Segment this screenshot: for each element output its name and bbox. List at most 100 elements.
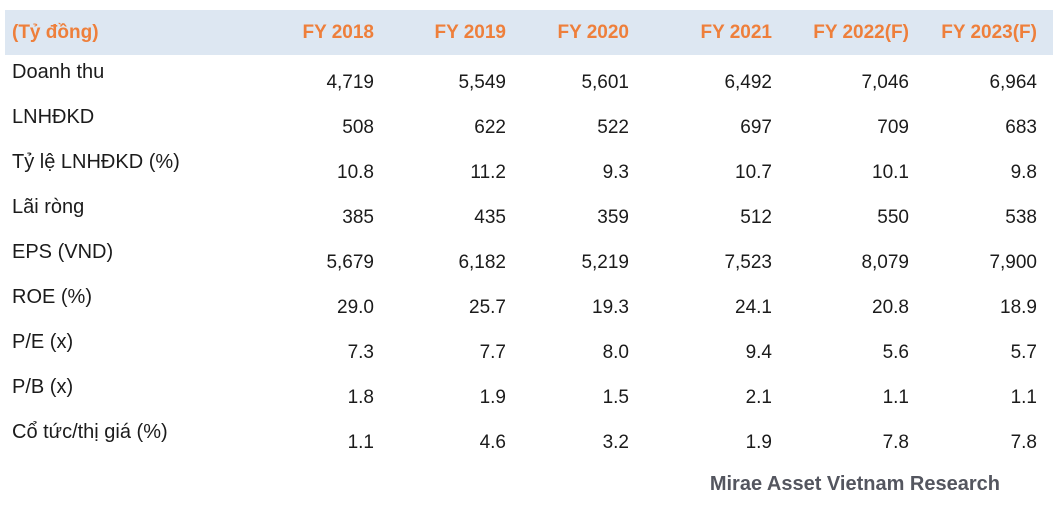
value-cell: 1.9 [645,415,788,460]
value-cell: 7.8 [788,415,925,460]
row-label-text: EPS (VND) [12,241,114,263]
row-label-text: LNHĐKD [12,106,95,128]
value-cell: 512 [645,190,788,235]
value-cell: 24.1 [645,280,788,325]
value-cell: 4.6 [390,415,522,460]
value-cell: 385 [265,190,390,235]
column-header-label: FY 2022(F) [813,21,909,43]
column-header-fy2018: FY 2018 [265,10,390,55]
column-header-label: FY 2020 [557,21,629,43]
value-text: 1.1 [882,386,909,408]
value-text: 6,964 [989,71,1037,93]
value-text: 29.0 [337,296,374,318]
row-label: EPS (VND) [5,235,265,280]
value-cell: 7,900 [925,235,1053,280]
table-row: Lãi ròng 385 435 359 512 550 538 [5,190,1053,235]
value-text: 522 [597,116,629,138]
value-text: 683 [1005,116,1037,138]
value-cell: 4,719 [265,55,390,100]
value-text: 9.3 [602,161,629,183]
value-cell: 18.9 [925,280,1053,325]
row-label: Lãi ròng [5,190,265,235]
row-label: LNHĐKD [5,100,265,145]
table-row: LNHĐKD 508 622 522 697 709 683 [5,100,1053,145]
source-credit: Mirae Asset Vietnam Research [5,473,1053,496]
value-cell: 6,964 [925,55,1053,100]
value-text: 8,079 [861,251,909,273]
value-text: 5.7 [1010,341,1037,363]
value-text: 5,219 [581,251,629,273]
row-label: Tỷ lệ LNHĐKD (%) [5,145,265,190]
column-header-label: FY 2019 [434,21,506,43]
value-text: 7,900 [989,251,1037,273]
table-row: P/B (x) 1.8 1.9 1.5 2.1 1.1 1.1 [5,370,1053,415]
value-text: 5,549 [458,71,506,93]
value-text: 10.1 [872,161,909,183]
value-text: 4,719 [326,71,374,93]
value-text: 508 [342,116,374,138]
row-label-text: Cổ tức/thị giá (%) [12,421,168,443]
value-cell: 6,182 [390,235,522,280]
value-text: 10.8 [337,161,374,183]
value-text: 1.5 [602,386,629,408]
row-label: Doanh thu [5,55,265,100]
value-cell: 1.9 [390,370,522,415]
value-cell: 2.1 [645,370,788,415]
value-text: 5,601 [581,71,629,93]
value-cell: 5,601 [522,55,645,100]
table-row: Cổ tức/thị giá (%) 1.1 4.6 3.2 1.9 7.8 7… [5,415,1053,460]
value-text: 19.3 [592,296,629,318]
table-row: P/E (x) 7.3 7.7 8.0 9.4 5.6 5.7 [5,325,1053,370]
value-cell: 622 [390,100,522,145]
value-text: 5.6 [882,341,909,363]
value-text: 622 [474,116,506,138]
value-cell: 20.8 [788,280,925,325]
value-cell: 709 [788,100,925,145]
value-text: 538 [1005,206,1037,228]
value-cell: 1.8 [265,370,390,415]
column-header-label: FY 2021 [700,21,772,43]
value-text: 11.2 [470,161,506,183]
value-cell: 697 [645,100,788,145]
value-text: 385 [342,206,374,228]
table-row: Tỷ lệ LNHĐKD (%) 10.8 11.2 9.3 10.7 10.1… [5,145,1053,190]
value-text: 24.1 [735,296,772,318]
value-cell: 7,046 [788,55,925,100]
value-text: 6,492 [724,71,772,93]
value-cell: 7.7 [390,325,522,370]
table-row: EPS (VND) 5,679 6,182 5,219 7,523 8,079 … [5,235,1053,280]
row-label-text: P/E (x) [12,331,74,353]
row-label: ROE (%) [5,280,265,325]
value-text: 5,679 [326,251,374,273]
value-cell: 10.8 [265,145,390,190]
value-cell: 538 [925,190,1053,235]
value-text: 1.9 [479,386,506,408]
value-cell: 8.0 [522,325,645,370]
value-text: 20.8 [872,296,909,318]
table-header-row: (Tỷ đồng) FY 2018 FY 2019 FY 2020 FY 202… [5,10,1053,55]
source-credit-text: Mirae Asset Vietnam Research [709,473,1000,495]
row-label-text: P/B (x) [12,376,74,398]
value-cell: 10.1 [788,145,925,190]
value-cell: 7.3 [265,325,390,370]
column-header-label: FY 2023(F) [941,21,1037,43]
column-header-fy2020: FY 2020 [522,10,645,55]
value-text: 709 [877,116,909,138]
row-label: P/E (x) [5,325,265,370]
value-text: 697 [740,116,772,138]
value-text: 359 [597,206,629,228]
value-cell: 8,079 [788,235,925,280]
table-row: Doanh thu 4,719 5,549 5,601 6,492 7,046 … [5,55,1053,100]
column-header-fy2021: FY 2021 [645,10,788,55]
value-text: 10.7 [735,161,772,183]
value-text: 1.8 [347,386,374,408]
value-text: 7,046 [861,71,909,93]
value-text: 435 [474,206,506,228]
unit-header-cell: (Tỷ đồng) [5,10,265,55]
value-cell: 9.3 [522,145,645,190]
value-cell: 5.6 [788,325,925,370]
row-label: Cổ tức/thị giá (%) [5,415,265,460]
value-text: 1.9 [745,431,772,453]
value-cell: 9.4 [645,325,788,370]
value-text: 7.7 [479,341,506,363]
